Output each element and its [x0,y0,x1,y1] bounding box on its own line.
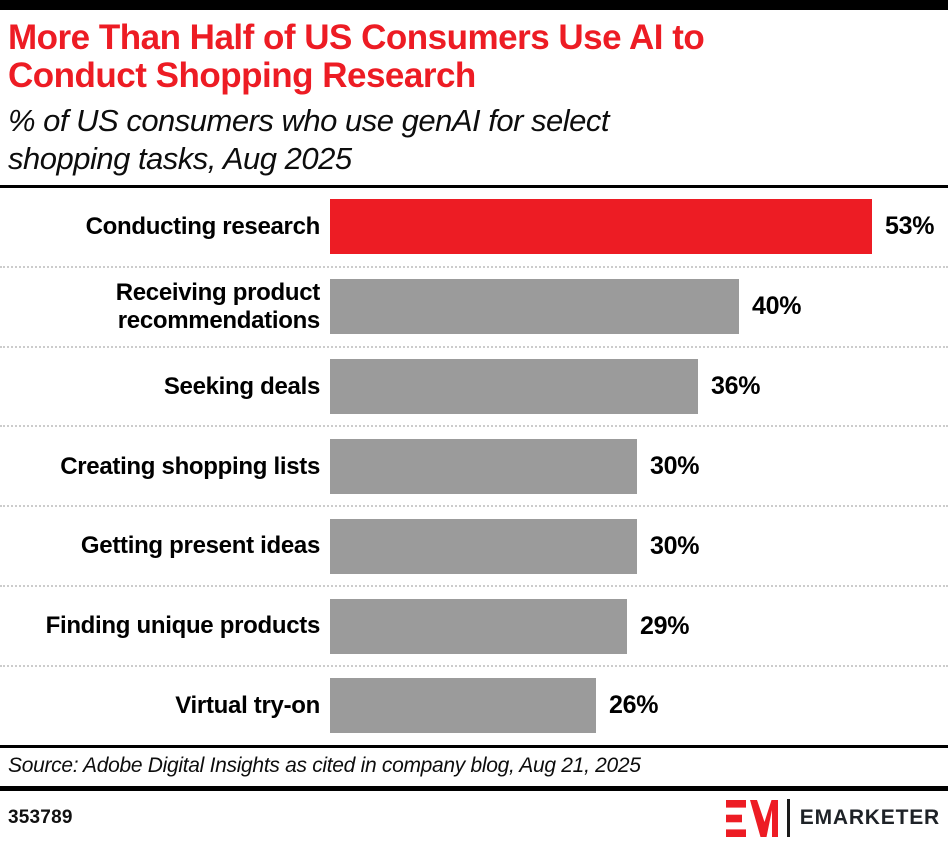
chart-title: More Than Half of US Consumers Use AI to… [8,18,938,96]
category-label: Creating shopping lists [60,452,320,480]
value-label: 40% [752,292,802,321]
bar [330,438,637,494]
chart-row: Getting present ideas 30% [0,507,948,588]
logo-divider [786,799,790,838]
category-label: Seeking deals [163,372,320,400]
category-label: Finding unique products [45,612,321,640]
footer-divider [0,785,948,791]
value-label: 36% [711,372,761,401]
bar-area: 30% [330,427,948,505]
source-block: Source: Adobe Digital Insights as cited … [0,744,948,786]
bar [330,359,698,415]
emarketer-wordmark: EMARKETER [799,806,940,830]
value-label: 29% [640,611,690,640]
value-label: 53% [885,212,935,241]
header-divider [0,184,948,188]
chart-subtitle-line-1: % of US consumers who use genAI for sele… [8,103,610,139]
chart-title-line-2: Conduct Shopping Research [8,56,476,96]
bar-chart: Conducting research 53% Receiving produc… [0,188,948,745]
chart-header: More Than Half of US Consumers Use AI to… [0,10,948,178]
chart-row: Virtual try-on 26% [0,667,948,745]
category-label: Getting present ideas [80,532,320,560]
category-label: Virtual try-on [175,692,320,720]
bar-area: 36% [330,348,948,426]
value-label: 30% [650,451,700,480]
bar [330,598,627,654]
bar-area: 53% [330,188,948,266]
bar-area: 29% [330,587,948,665]
value-label: 26% [609,691,659,720]
chart-row: Creating shopping lists 30% [0,427,948,508]
top-black-bar [0,0,948,10]
bar-area: 40% [330,268,948,346]
chart-row: Seeking deals 36% [0,348,948,428]
source-note: Source: Adobe Digital Insights as cited … [8,753,641,777]
chart-row: Conducting research 53% [0,188,948,268]
chart-row: Receiving product recommendations 40% [0,268,948,348]
bar [330,678,596,734]
bar [330,518,637,574]
bar [330,279,739,335]
bar-area: 30% [330,507,948,585]
bar [330,199,872,255]
category-label: Receiving product recommendations [115,279,321,334]
emarketer-logo: EMARKETER [725,799,940,838]
chart-subtitle-line-2: shopping tasks, Aug 2025 [8,141,352,177]
footer: 353789 EMARKETER [0,791,948,844]
chart-subtitle: % of US consumers who use genAI for sele… [8,102,938,178]
category-label: Conducting research [85,213,321,241]
chart-id: 353789 [8,807,73,829]
chart-row: Finding unique products 29% [0,587,948,668]
bar-area: 26% [330,667,948,745]
value-label: 30% [650,531,700,560]
em-monogram-icon [725,799,778,837]
chart-title-line-1: More Than Half of US Consumers Use AI to [8,18,705,57]
